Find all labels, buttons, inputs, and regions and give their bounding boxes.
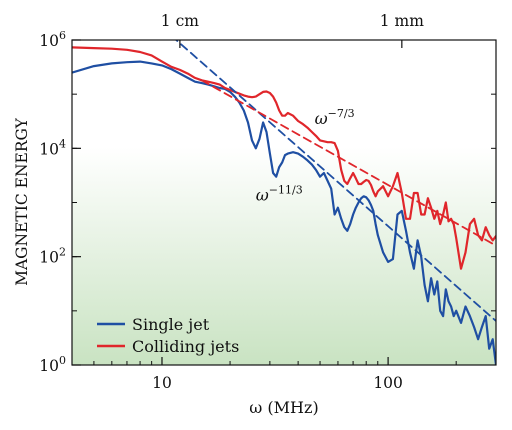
legend: Single jet Colliding jets — [97, 315, 239, 356]
x-tick-label: 10 — [152, 374, 172, 392]
power-law-annotation: ω−7/3 — [315, 107, 355, 128]
y-tick-label: 102 — [39, 246, 66, 267]
plot-background — [72, 40, 496, 365]
y-tick-label: 104 — [39, 137, 66, 158]
x-axis-label: ω (MHz) — [249, 398, 318, 417]
top-axis-label: 1 cm — [161, 12, 199, 30]
series-line-11-3-fit — [174, 40, 496, 322]
annotation-layer: ω−7/3 ω−11/3 — [256, 107, 355, 204]
x-tick-label: 100 — [373, 374, 403, 392]
legend-label-colliding-jets: Colliding jets — [132, 337, 239, 356]
y-tick-label: 106 — [39, 29, 66, 50]
power-law-annotation: ω−11/3 — [256, 183, 303, 204]
legend-label-single-jet: Single jet — [132, 315, 210, 334]
y-tick-label: 100 — [39, 354, 66, 375]
y-axis-label: MAGNETIC ENERGY — [13, 117, 31, 286]
top-axis-label: 1 mm — [380, 12, 424, 30]
tick-layer: 10 100 100 102 104 106 1 cm 1 mm — [39, 12, 497, 392]
series-line-7-3-fit — [200, 79, 496, 247]
series-layer — [72, 40, 496, 365]
